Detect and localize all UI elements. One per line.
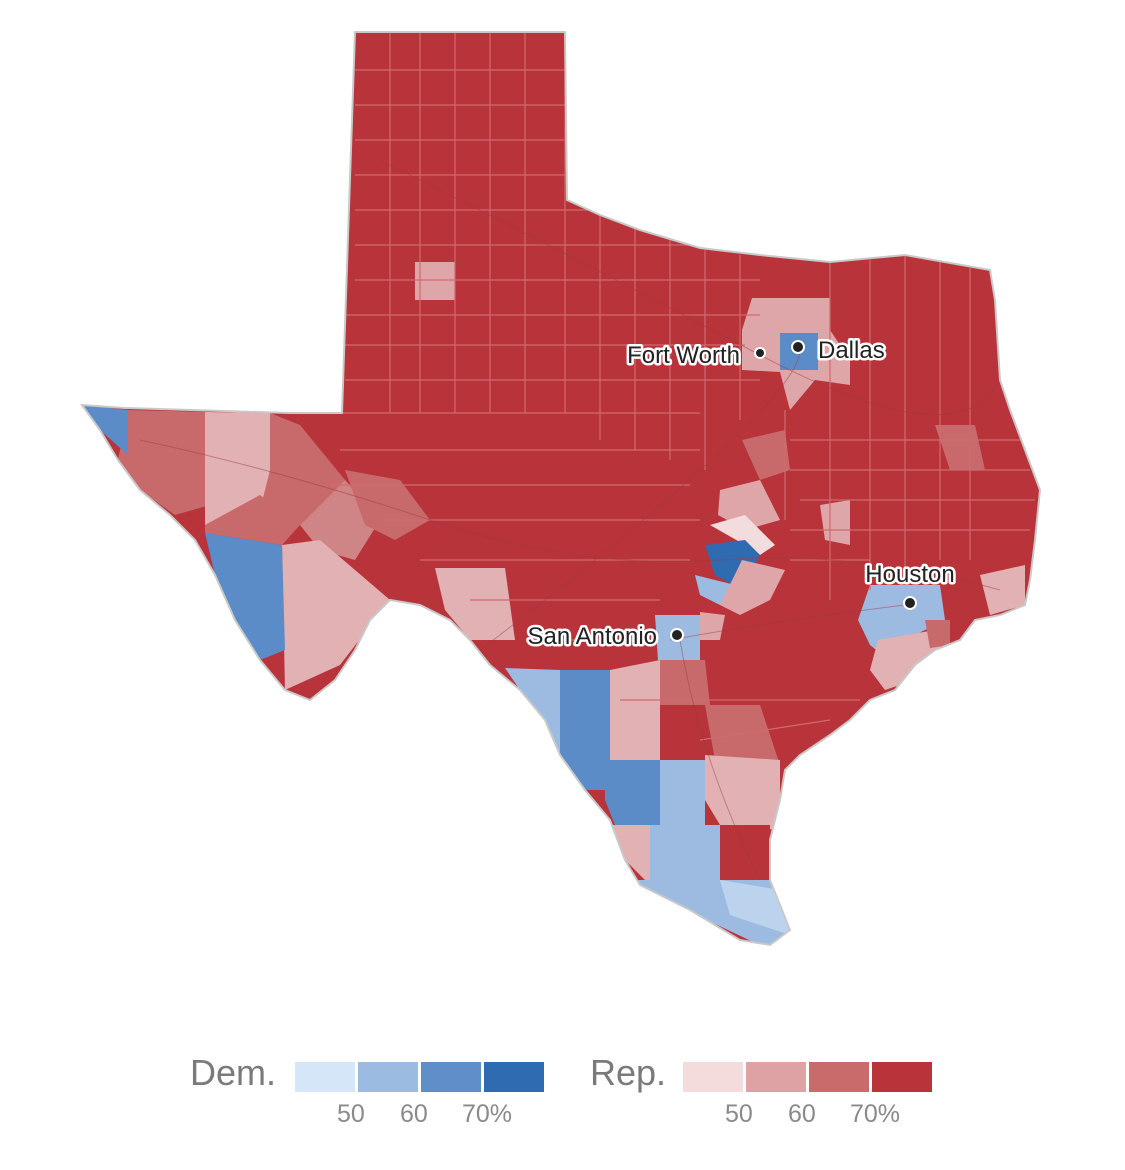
county-region bbox=[660, 660, 710, 705]
county-region bbox=[435, 568, 515, 640]
county-region bbox=[282, 540, 390, 690]
county-region bbox=[205, 533, 285, 660]
county-region bbox=[205, 495, 300, 545]
map-svg: Fort Worth Dallas Houston San Antonio bbox=[81, 31, 1041, 946]
county-region bbox=[870, 630, 945, 690]
legend-rep-tick-70: 70% bbox=[850, 1100, 901, 1128]
county-region bbox=[650, 825, 720, 890]
legend-dem-swatch-2 bbox=[358, 1062, 418, 1092]
county-region bbox=[415, 262, 455, 300]
county-region bbox=[720, 560, 785, 615]
county-region bbox=[560, 670, 610, 745]
county-region bbox=[345, 470, 430, 540]
texas-county-map: Fort Worth Dallas Houston San Antonio bbox=[81, 31, 1041, 946]
county-region bbox=[605, 825, 650, 885]
legend-dem-swatch-4 bbox=[484, 1062, 544, 1092]
city-label-dallas: Dallas bbox=[818, 337, 885, 364]
county-lines bbox=[290, 32, 1035, 741]
legend-rep-swatches bbox=[683, 1062, 932, 1092]
legend-rep-tick-60: 60 bbox=[788, 1100, 816, 1128]
legend-rep: Rep. 50 60 70% bbox=[590, 1052, 940, 1142]
county-region bbox=[260, 413, 345, 525]
road-lines bbox=[139, 159, 1001, 881]
city-dot bbox=[791, 340, 805, 354]
city-dot bbox=[903, 596, 917, 610]
county-region bbox=[718, 480, 780, 530]
city-label-houston: Houston bbox=[865, 561, 954, 588]
legend-dem-tick-60: 60 bbox=[400, 1100, 428, 1128]
county-region bbox=[605, 760, 660, 825]
legend-rep-title: Rep. bbox=[590, 1052, 667, 1093]
county-region bbox=[935, 425, 985, 470]
county-region bbox=[742, 430, 790, 480]
legend-rep-tick-50: 50 bbox=[725, 1100, 753, 1128]
legend-rep-swatch-2 bbox=[746, 1062, 806, 1092]
county-region bbox=[700, 612, 725, 640]
county-region bbox=[710, 515, 775, 555]
city-san-antonio: San Antonio bbox=[525, 621, 684, 653]
county-region bbox=[980, 565, 1025, 615]
county-region bbox=[925, 620, 950, 648]
county-region bbox=[82, 405, 128, 455]
county-region bbox=[560, 745, 610, 790]
legend-dem-title: Dem. bbox=[190, 1052, 277, 1093]
county-region bbox=[705, 705, 780, 765]
city-houston: Houston bbox=[863, 559, 957, 610]
county-region bbox=[205, 412, 270, 525]
county-region bbox=[820, 500, 850, 545]
legend-dem-swatches bbox=[295, 1062, 544, 1092]
legend-dem-tick-50: 50 bbox=[337, 1100, 365, 1128]
city-dot bbox=[754, 347, 766, 359]
legend-rep-swatch-1 bbox=[683, 1062, 743, 1092]
legend-dem-swatch-3 bbox=[421, 1062, 481, 1092]
city-label-fort-worth: Fort Worth bbox=[627, 342, 740, 369]
city-fort-worth: Fort Worth bbox=[625, 340, 766, 372]
legend-dem-swatch-1 bbox=[295, 1062, 355, 1092]
city-dot bbox=[670, 628, 684, 642]
county-region bbox=[118, 410, 210, 515]
county-region bbox=[610, 660, 660, 760]
city-dallas: Dallas bbox=[791, 335, 887, 367]
legend-dem-tick-70: 70% bbox=[462, 1100, 513, 1128]
legend-dem: Dem. 50 60 70% bbox=[190, 1052, 550, 1142]
county-region bbox=[720, 880, 790, 935]
legend-rep-swatch-3 bbox=[809, 1062, 869, 1092]
county-region bbox=[660, 760, 705, 825]
county-region bbox=[705, 755, 780, 830]
city-label-san-antonio: San Antonio bbox=[528, 623, 657, 650]
county-region bbox=[655, 615, 700, 670]
legend-rep-swatch-4 bbox=[872, 1062, 932, 1092]
county-region bbox=[720, 825, 770, 880]
